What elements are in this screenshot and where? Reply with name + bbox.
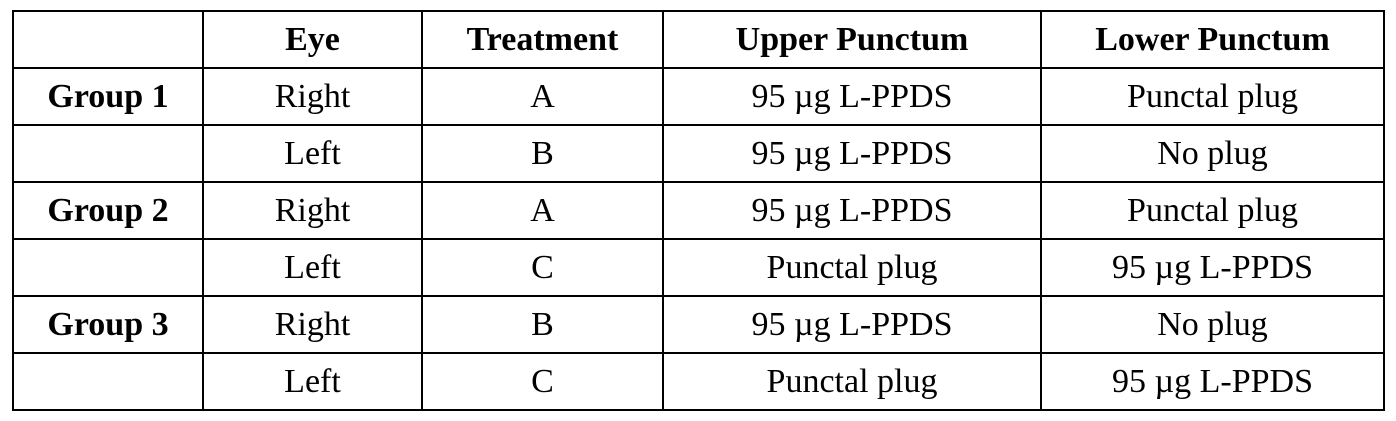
table-row: Group 1 Right A 95 µg L-PPDS Punctal plu… [13,68,1384,125]
header-group [13,11,203,68]
treatment-table: Eye Treatment Upper Punctum Lower Punctu… [12,10,1385,411]
upper-punctum-cell: Punctal plug [663,239,1041,296]
group-cell: Group 1 [13,68,203,125]
table-row: Left C Punctal plug 95 µg L-PPDS [13,239,1384,296]
group-cell [13,125,203,182]
upper-punctum-cell: 95 µg L-PPDS [663,125,1041,182]
group-cell: Group 2 [13,182,203,239]
table-row: Left C Punctal plug 95 µg L-PPDS [13,353,1384,410]
upper-punctum-cell: 95 µg L-PPDS [663,182,1041,239]
eye-cell: Right [203,182,422,239]
header-eye: Eye [203,11,422,68]
lower-punctum-cell: Punctal plug [1041,182,1384,239]
eye-cell: Left [203,353,422,410]
table-row: Group 3 Right B 95 µg L-PPDS No plug [13,296,1384,353]
treatment-cell: B [422,296,663,353]
lower-punctum-cell: 95 µg L-PPDS [1041,239,1384,296]
eye-cell: Right [203,296,422,353]
treatment-cell: A [422,182,663,239]
upper-punctum-cell: 95 µg L-PPDS [663,296,1041,353]
table-row: Left B 95 µg L-PPDS No plug [13,125,1384,182]
upper-punctum-cell: Punctal plug [663,353,1041,410]
header-treatment: Treatment [422,11,663,68]
lower-punctum-cell: No plug [1041,296,1384,353]
header-upper-punctum: Upper Punctum [663,11,1041,68]
treatment-cell: B [422,125,663,182]
upper-punctum-cell: 95 µg L-PPDS [663,68,1041,125]
treatment-cell: C [422,353,663,410]
treatment-cell: A [422,68,663,125]
lower-punctum-cell: Punctal plug [1041,68,1384,125]
group-cell: Group 3 [13,296,203,353]
group-cell [13,239,203,296]
treatment-cell: C [422,239,663,296]
lower-punctum-cell: 95 µg L-PPDS [1041,353,1384,410]
eye-cell: Left [203,239,422,296]
group-cell [13,353,203,410]
table-row: Group 2 Right A 95 µg L-PPDS Punctal plu… [13,182,1384,239]
lower-punctum-cell: No plug [1041,125,1384,182]
header-row: Eye Treatment Upper Punctum Lower Punctu… [13,11,1384,68]
eye-cell: Left [203,125,422,182]
eye-cell: Right [203,68,422,125]
header-lower-punctum: Lower Punctum [1041,11,1384,68]
